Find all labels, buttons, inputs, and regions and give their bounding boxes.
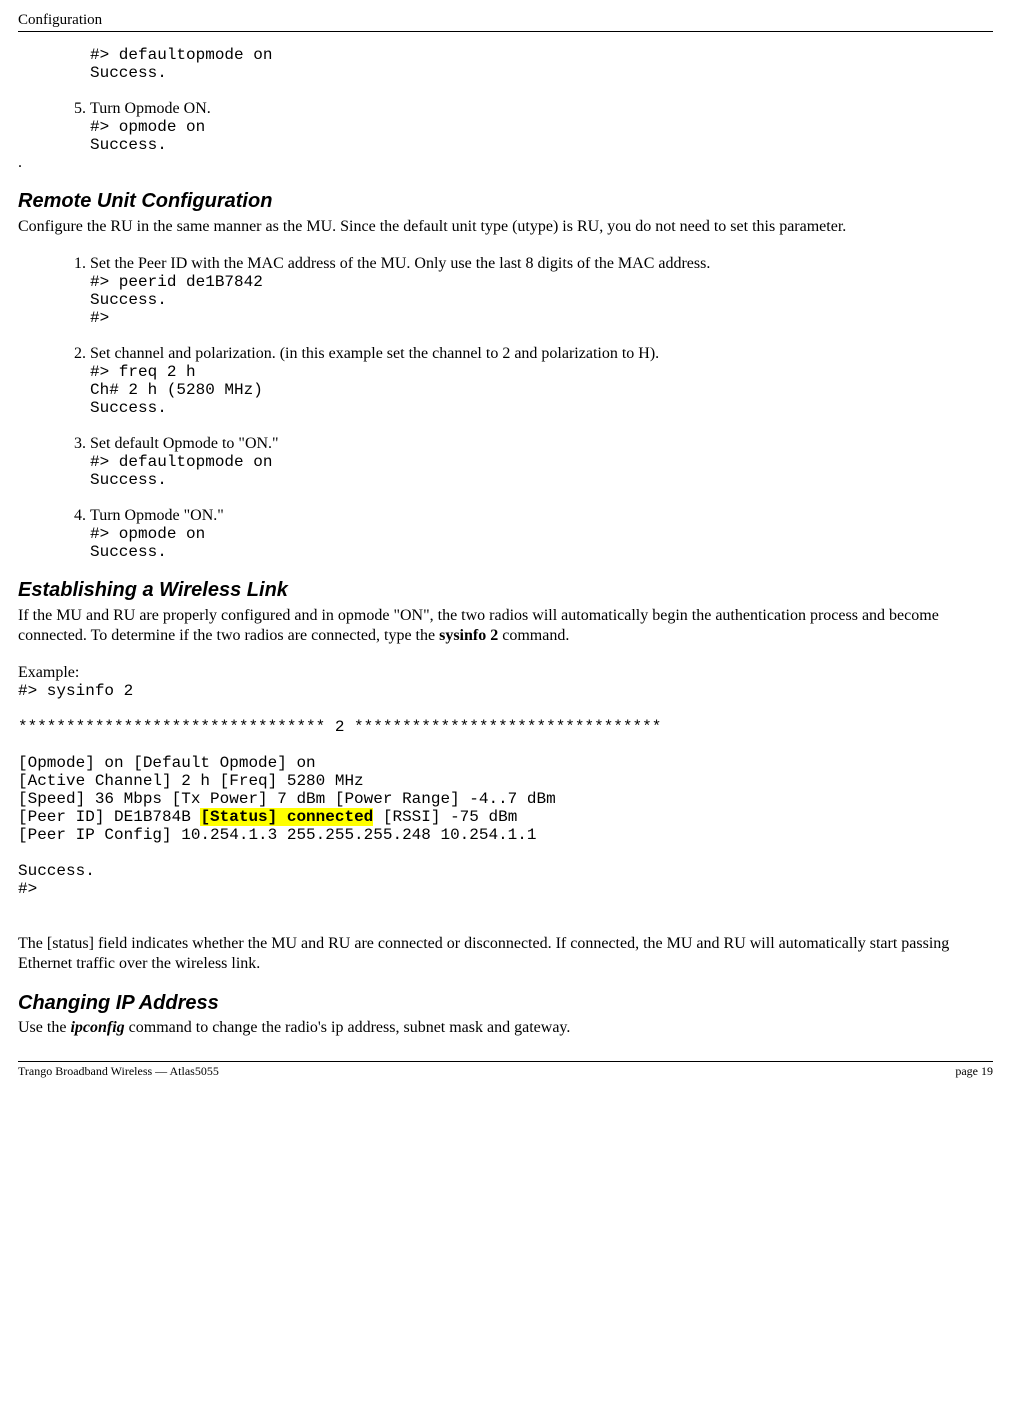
step-list-remote: Set the Peer ID with the MAC address of …	[18, 255, 993, 561]
header-rule	[18, 31, 993, 32]
code-line: #> opmode on	[90, 525, 205, 543]
code-line: Ch# 2 h (5280 MHz)	[90, 381, 263, 399]
paragraph: The [status] field indicates whether the…	[18, 934, 993, 974]
code-line: Success.	[18, 862, 993, 880]
text-run: command to change the radio's ip address…	[125, 1019, 571, 1036]
code-line: [Opmode] on [Default Opmode] on	[18, 754, 993, 772]
list-item: Turn Opmode "ON." #> opmode on Success.	[90, 507, 993, 561]
footer-right: page 19	[955, 1064, 993, 1079]
step-text: Turn Opmode "ON."	[90, 507, 224, 524]
step-text: Set the Peer ID with the MAC address of …	[90, 255, 710, 272]
text-run: [RSSI] -75 dBm	[373, 808, 517, 826]
paragraph: Configure the RU in the same manner as t…	[18, 217, 993, 237]
list-item: Set default Opmode to "ON." #> defaultop…	[90, 435, 993, 489]
code-line: Success.	[90, 543, 167, 561]
code-line: #>	[90, 309, 109, 327]
list-item: Turn Opmode ON. #> opmode on Success.	[90, 100, 993, 154]
page-footer: Trango Broadband Wireless — Atlas5055 pa…	[18, 1061, 993, 1079]
stray-dot: .	[18, 154, 993, 172]
code-line: #> defaultopmode on	[90, 46, 993, 64]
code-line: Success.	[90, 64, 993, 82]
code-line: #> opmode on	[90, 118, 205, 136]
status-connected-highlight: [Status] connected	[200, 808, 373, 826]
list-item: Set channel and polarization. (in this e…	[90, 345, 993, 417]
code-line: #> sysinfo 2	[18, 682, 993, 700]
list-item: Set the Peer ID with the MAC address of …	[90, 255, 993, 327]
code-line: [Speed] 36 Mbps [Tx Power] 7 dBm [Power …	[18, 790, 993, 808]
text-run: [Peer ID] DE1B784B	[18, 808, 200, 826]
code-line: #> defaultopmode on	[90, 453, 272, 471]
example-label: Example:	[18, 664, 993, 682]
code-line: Success.	[90, 136, 167, 154]
code-line: #>	[18, 880, 993, 898]
text-run: Use the	[18, 1019, 70, 1036]
bold-italic-term: ipconfig	[70, 1019, 124, 1036]
heading-changing-ip: Changing IP Address	[18, 992, 993, 1015]
heading-remote-unit-config: Remote Unit Configuration	[18, 190, 993, 213]
code-line: [Peer ID] DE1B784B [Status] connected [R…	[18, 808, 993, 826]
footer-left: Trango Broadband Wireless — Atlas5055	[18, 1064, 219, 1079]
code-line: Success.	[90, 291, 167, 309]
code-line: #> freq 2 h	[90, 363, 196, 381]
step-list-top: Turn Opmode ON. #> opmode on Success.	[18, 100, 993, 154]
step-text: Turn Opmode ON.	[90, 100, 211, 117]
paragraph: Use the ipconfig command to change the r…	[18, 1019, 993, 1037]
step-text: Set channel and polarization. (in this e…	[90, 345, 659, 362]
page-header-title: Configuration	[18, 12, 993, 29]
code-line: Success.	[90, 399, 167, 417]
code-line: [Peer IP Config] 10.254.1.3 255.255.255.…	[18, 826, 993, 844]
code-line: Success.	[90, 471, 167, 489]
step-text: Set default Opmode to "ON."	[90, 435, 279, 452]
bold-term: sysinfo 2	[439, 627, 498, 644]
code-line: [Active Channel] 2 h [Freq] 5280 MHz	[18, 772, 993, 790]
heading-establishing-link: Establishing a Wireless Link	[18, 579, 993, 602]
paragraph: If the MU and RU are properly configured…	[18, 606, 993, 646]
code-line: #> peerid de1B7842	[90, 273, 263, 291]
code-line: ******************************** 2 *****…	[18, 718, 993, 736]
text-run: command.	[498, 627, 569, 644]
